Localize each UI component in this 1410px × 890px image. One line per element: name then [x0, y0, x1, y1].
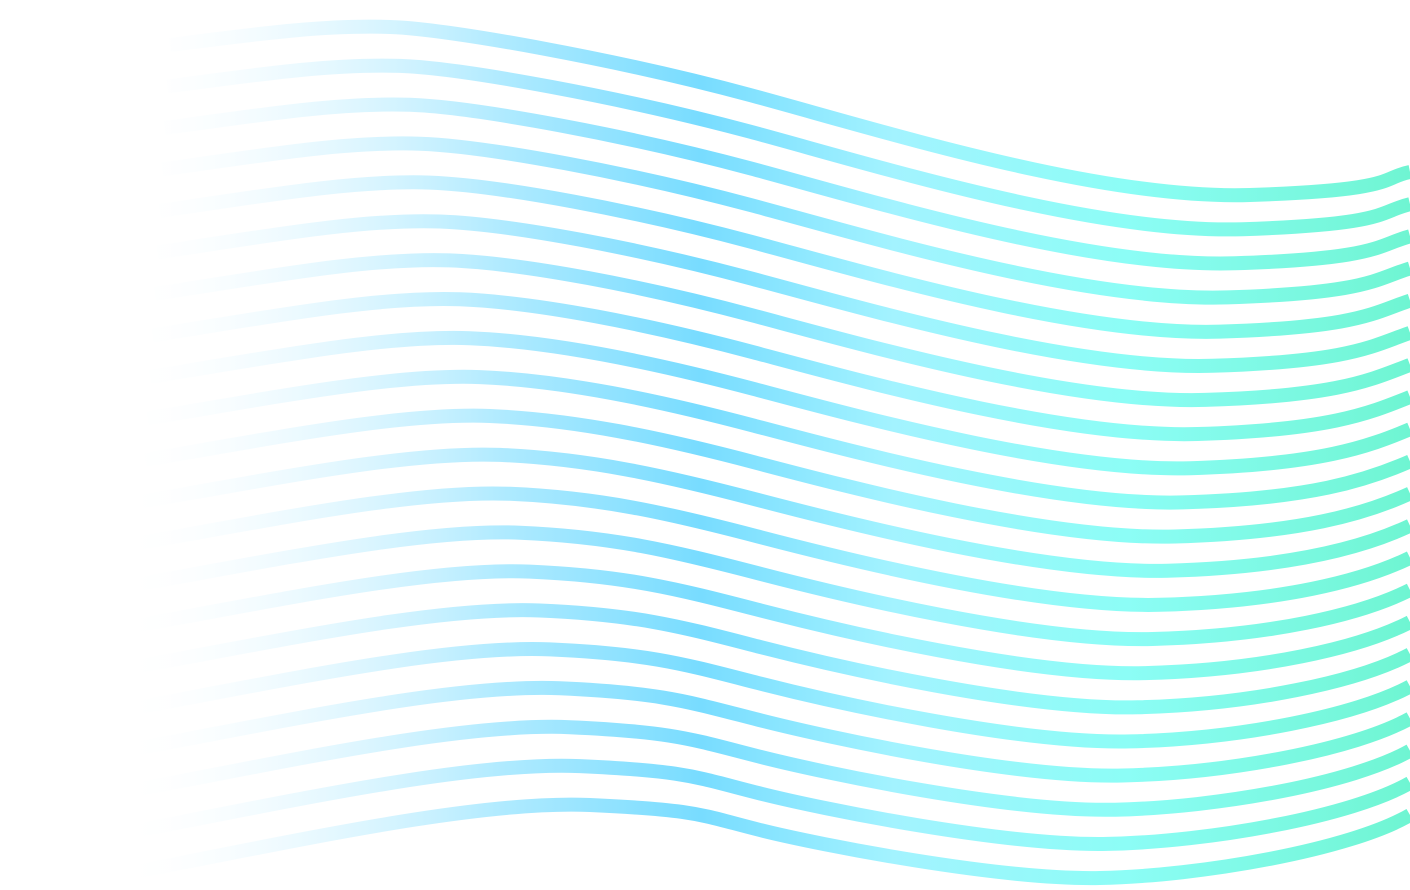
wave-line: [133, 564, 1410, 681]
wave-line: [141, 447, 1410, 578]
wave-line: [151, 291, 1410, 442]
wave-line: [121, 758, 1410, 851]
wave-line: [153, 253, 1410, 408]
wave-line: [148, 330, 1410, 476]
wave-lines: [118, 19, 1410, 886]
wave-line: [143, 408, 1410, 544]
wave-line: [126, 680, 1410, 783]
wave-line: [166, 58, 1410, 237]
wave-line: [138, 486, 1410, 612]
wave-line: [164, 97, 1410, 271]
wave-line: [118, 797, 1410, 886]
wave-line: [136, 525, 1410, 647]
wave-line: [158, 175, 1410, 339]
wave-line: [161, 136, 1410, 305]
wave-line: [146, 369, 1410, 510]
wave-line: [123, 719, 1410, 817]
wave-line: [156, 214, 1410, 373]
wave-line: [128, 642, 1410, 749]
wave-line: [169, 19, 1410, 203]
wave-line: [131, 603, 1410, 715]
